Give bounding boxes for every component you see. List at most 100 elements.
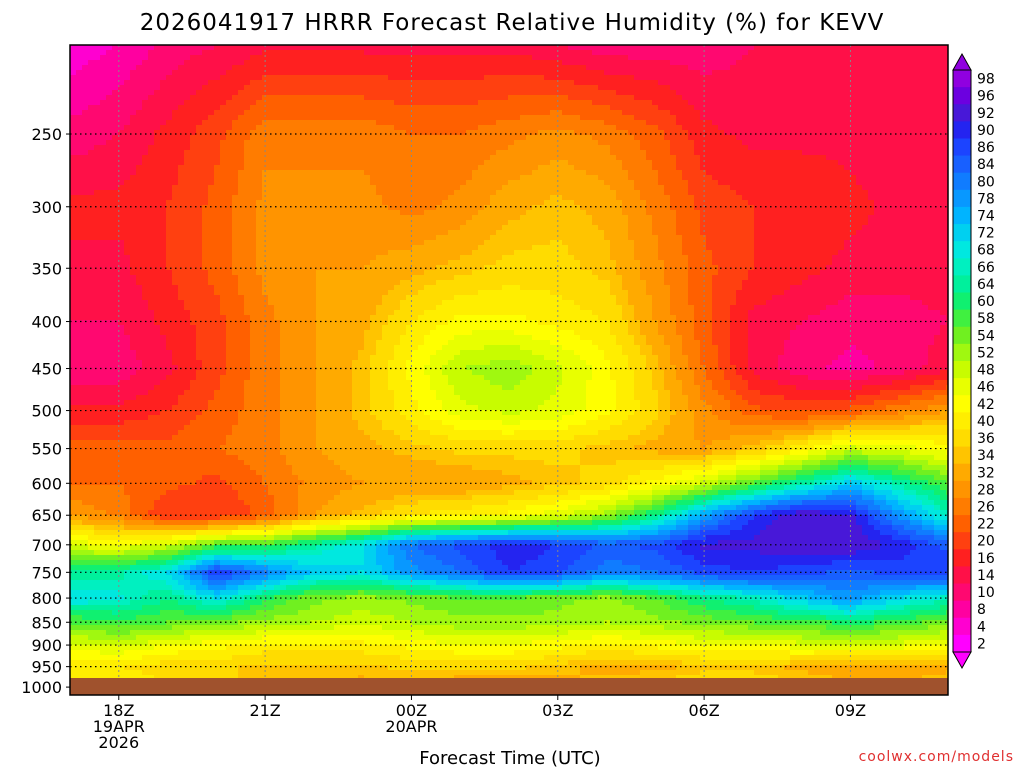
heat-cell xyxy=(148,210,155,216)
heat-cell xyxy=(814,50,821,56)
heat-cell xyxy=(574,90,581,96)
heat-cell xyxy=(364,65,371,71)
heat-cell xyxy=(328,75,335,81)
heat-cell xyxy=(766,190,773,196)
heat-cell xyxy=(490,200,497,206)
heat-cell xyxy=(730,175,737,181)
heat-cell xyxy=(232,45,239,51)
heat-cell xyxy=(532,75,539,81)
heat-cell xyxy=(856,190,863,196)
heat-cell xyxy=(628,120,635,126)
heat-cell xyxy=(808,65,815,71)
heat-cell xyxy=(412,95,419,101)
heat-cell xyxy=(340,125,347,131)
heat-cell xyxy=(538,190,545,196)
heat-cell xyxy=(370,165,377,171)
heat-cell xyxy=(310,115,317,121)
heat-cell xyxy=(148,165,155,171)
heat-cell xyxy=(244,75,251,81)
heat-cell xyxy=(928,45,935,51)
heat-cell xyxy=(148,100,155,106)
heat-cell xyxy=(946,170,953,176)
heat-cell xyxy=(340,190,347,196)
heat-cell xyxy=(868,135,875,141)
heat-cell xyxy=(376,205,383,211)
heat-cell xyxy=(634,55,641,61)
heat-cell xyxy=(388,90,395,96)
heat-cell xyxy=(850,60,857,66)
heat-cell xyxy=(88,195,95,201)
heat-cell xyxy=(586,190,593,196)
heat-cell xyxy=(364,155,371,161)
heat-cell xyxy=(196,180,203,186)
heat-cell xyxy=(280,80,287,86)
heat-cell xyxy=(376,105,383,111)
heat-cell xyxy=(790,185,797,191)
heat-cell xyxy=(268,70,275,76)
heat-cell xyxy=(694,165,701,171)
heat-cell xyxy=(436,105,443,111)
heat-cell xyxy=(304,65,311,71)
heat-cell xyxy=(346,205,353,211)
heat-cell xyxy=(202,95,209,101)
heat-cell xyxy=(586,60,593,66)
heat-cell xyxy=(946,85,953,91)
heat-cell xyxy=(526,105,533,111)
heat-cell xyxy=(634,145,641,151)
heat-cell xyxy=(730,90,737,96)
heat-cell xyxy=(898,180,905,186)
heat-cell xyxy=(358,205,365,211)
heat-cell xyxy=(514,175,521,181)
heat-cell xyxy=(688,180,695,186)
heat-cell xyxy=(388,205,395,211)
heat-cell xyxy=(250,65,257,71)
heat-cell xyxy=(874,90,881,96)
heat-cell xyxy=(214,210,221,216)
heat-cell xyxy=(232,115,239,121)
heat-cell xyxy=(550,140,557,146)
heat-cell xyxy=(724,190,731,196)
heat-cell xyxy=(898,165,905,171)
heat-cell xyxy=(370,115,377,121)
heat-cell xyxy=(772,180,779,186)
heat-cell xyxy=(844,155,851,161)
heat-cell xyxy=(178,125,185,131)
heat-cell xyxy=(160,55,167,61)
heat-cell xyxy=(580,190,587,196)
heat-cell xyxy=(466,185,473,191)
heat-cell xyxy=(178,120,185,126)
heat-cell xyxy=(544,140,551,146)
heat-cell xyxy=(928,125,935,131)
heat-cell xyxy=(94,140,101,146)
heat-cell xyxy=(316,120,323,126)
heat-cell xyxy=(322,130,329,136)
heat-cell xyxy=(364,90,371,96)
heat-cell xyxy=(430,165,437,171)
heat-cell xyxy=(784,160,791,166)
heat-cell xyxy=(460,85,467,91)
heat-cell xyxy=(748,150,755,156)
heat-cell xyxy=(766,165,773,171)
heat-cell xyxy=(574,155,581,161)
heat-cell xyxy=(712,155,719,161)
heat-cell xyxy=(430,210,437,216)
heat-cell xyxy=(424,65,431,71)
heat-cell xyxy=(214,175,221,181)
heat-cell xyxy=(382,85,389,91)
heat-cell xyxy=(202,55,209,61)
heat-cell xyxy=(106,75,113,81)
heat-cell xyxy=(244,85,251,91)
heat-cell xyxy=(550,135,557,141)
heat-cell xyxy=(400,80,407,86)
heat-cell xyxy=(460,105,467,111)
heat-cell xyxy=(304,105,311,111)
heat-cell xyxy=(874,125,881,131)
heat-cell xyxy=(334,55,341,61)
heat-cell xyxy=(466,75,473,81)
heat-cell xyxy=(298,110,305,116)
heat-cell xyxy=(298,75,305,81)
heat-cell xyxy=(478,120,485,126)
heat-cell xyxy=(508,65,515,71)
heat-cell xyxy=(568,195,575,201)
heat-cell xyxy=(832,75,839,81)
